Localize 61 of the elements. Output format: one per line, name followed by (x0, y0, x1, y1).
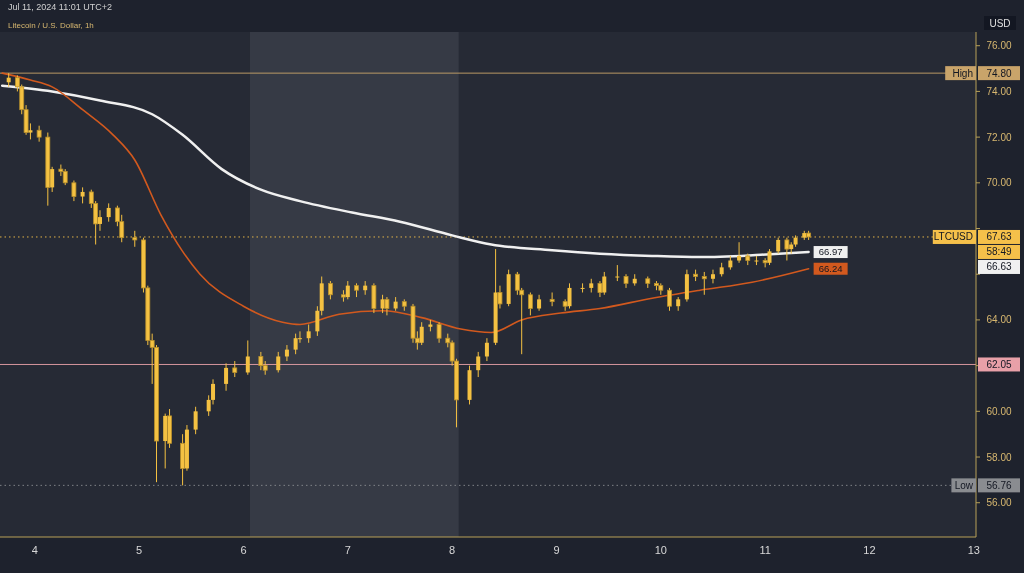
x-tick-label: 7 (344, 544, 351, 556)
candlestick (315, 305, 320, 337)
candlestick (710, 269, 715, 284)
x-tick-label: 12 (863, 544, 876, 556)
y-tick-label: 70.00 (986, 177, 1012, 189)
ref-line-label: High (952, 67, 973, 79)
x-tick-label: 9 (553, 544, 560, 556)
data-label: 66.24 (818, 263, 843, 275)
candlestick (71, 180, 77, 202)
candlestick (193, 406, 198, 435)
candlestick (615, 264, 620, 282)
line-series (1, 72, 810, 334)
candlestick (293, 333, 298, 355)
candlestick (276, 351, 281, 373)
x-tick-label: 11 (759, 544, 771, 556)
x-tick-label: 5 (136, 544, 143, 556)
chart-subtitle: Jul 11, 2024 11:01 UTC+2 (8, 2, 112, 12)
line-series (0, 84, 810, 259)
candlestick (245, 339, 250, 376)
candlestick (224, 362, 229, 392)
chart-title: Litecoin / U.S. Dollar, 1h (8, 21, 94, 30)
ref-line-label: Low (954, 479, 974, 491)
candlestick (258, 351, 264, 371)
candlestick (549, 292, 555, 307)
candlestick (419, 321, 424, 346)
candlestick (484, 337, 489, 362)
y-tick-label: 58.00 (986, 451, 1012, 463)
candlestick (737, 241, 742, 264)
y-tick-label: 74.00 (986, 85, 1012, 97)
candlestick (371, 282, 377, 314)
annotation: 74.80 (986, 67, 1012, 79)
x-tick-label: 6 (240, 544, 247, 556)
y-tick-label: 76.00 (986, 40, 1012, 52)
candlestick (667, 287, 672, 312)
candlestick (345, 280, 350, 300)
x-tick-label: 13 (967, 544, 980, 556)
y-tick-label: 56.00 (986, 497, 1012, 509)
x-tick-label: 4 (31, 544, 38, 556)
x-tick-label: 10 (654, 544, 667, 556)
data-label: 66.97 (818, 246, 843, 258)
candlestick (106, 202, 111, 223)
candlestick (328, 280, 333, 300)
text: 58:49 (986, 246, 1012, 258)
candlestick (527, 292, 533, 316)
y-axis-title: USD (989, 17, 1011, 29)
candlestick (476, 351, 481, 378)
candlestick (436, 321, 442, 344)
y-tick-label: 72.00 (986, 131, 1012, 143)
annotation: 67.63 (986, 231, 1012, 243)
y-tick-label: 64.00 (986, 314, 1012, 326)
candlestick (701, 271, 707, 296)
candlestick (306, 323, 311, 344)
annotation: 56.76 (986, 479, 1012, 491)
candlestick (36, 125, 42, 143)
text: 66.63 (986, 261, 1012, 273)
candlestick (384, 296, 390, 316)
candlestick (567, 282, 572, 309)
x-tick-label: 8 (449, 544, 456, 556)
y-tick-label: 60.00 (986, 405, 1012, 417)
ref-line-label: LTCUSD (933, 231, 973, 243)
annotation: 62.05 (986, 358, 1012, 370)
